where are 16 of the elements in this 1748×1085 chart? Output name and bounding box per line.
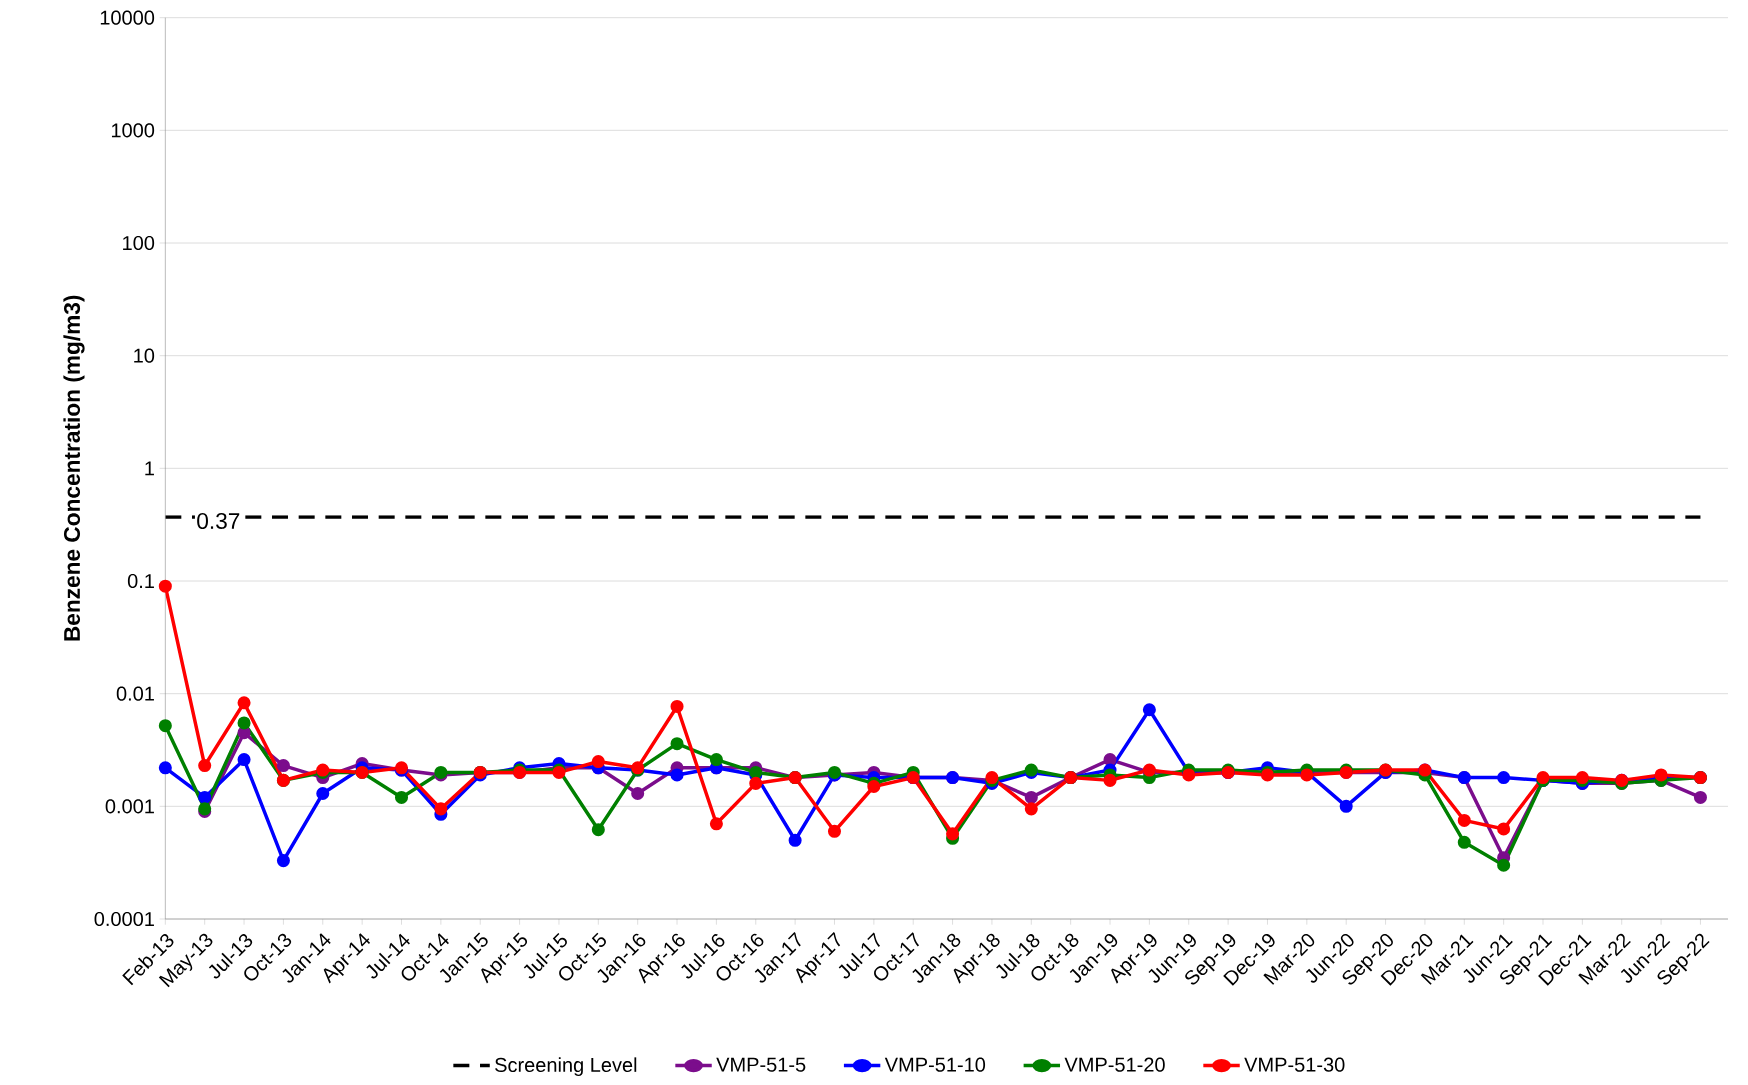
y-tick-label: 1 — [145, 461, 154, 476]
y-tick-label: 0.001 — [105, 799, 154, 814]
annotation: 0.37 — [197, 512, 240, 530]
y-tick-label: 10000 — [100, 10, 155, 25]
legend-label: VMP-51-10 — [884, 1057, 986, 1072]
y-tick-label: 0.01 — [116, 686, 154, 701]
y-tick-label: 1000 — [111, 123, 155, 138]
legend-label: VMP-51-20 — [1064, 1057, 1165, 1072]
y-tick-label: 0.1 — [127, 573, 154, 589]
legend-label: VMP-51-5 — [716, 1057, 806, 1072]
legend-label: Screening Level — [495, 1057, 637, 1076]
y-tick-label: 100 — [123, 235, 155, 251]
y-tick-label: 10 — [134, 348, 155, 363]
y-tick-label: 0.0001 — [94, 911, 154, 927]
y-axis-title: Benzene Concentration (mg/m3) — [63, 295, 85, 641]
legend-label: VMP-51-30 — [1244, 1057, 1345, 1072]
